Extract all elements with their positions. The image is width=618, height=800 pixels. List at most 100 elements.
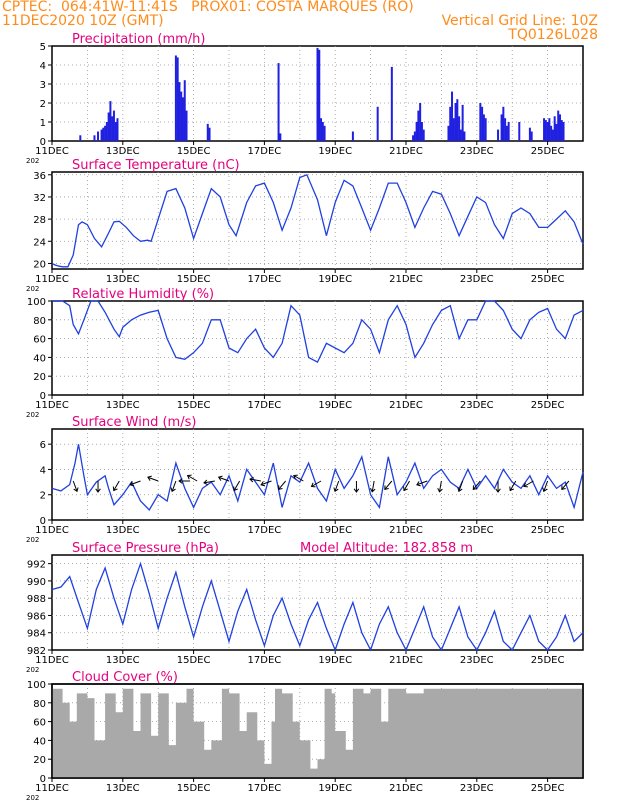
precip-bar [415,122,418,141]
precip-bar [206,123,209,141]
precip-bar [102,127,105,141]
x-tick-label: 11DEC [35,400,69,411]
x-tick-label: 19DEC [318,655,352,666]
precip-bar [320,118,323,141]
wind-arrow [278,480,287,490]
header-grid-note: Vertical Grid Line: 10Z [441,13,598,29]
wind-arrow [403,480,410,491]
precip-bar [277,63,280,141]
precip-bar [79,135,82,141]
wind-arrow [187,475,198,482]
x-tick-label: 25DEC [531,783,565,794]
precip-bar [500,114,503,141]
wind-arrow-head [353,488,360,493]
precip-bar [558,114,561,141]
x-tick-label: 21DEC [389,400,423,411]
precip-bar [279,133,282,141]
wind-arrow [523,480,534,487]
x-tick-label: 25DEC [531,400,565,411]
wind-arrow [543,480,549,492]
wind-arrow [416,480,428,486]
wind-arrow [147,476,159,482]
precip-bar [413,131,416,141]
wind-arrow-head [384,485,389,491]
wind-arrow [293,475,304,482]
y-tick-label: 4 [40,61,46,72]
y-tick-label: 24 [33,237,46,248]
x-tick-label: 17DEC [248,274,282,285]
precip-bar [178,82,181,141]
wind-arrow-head [112,486,118,492]
precip-bar [484,118,487,141]
precip-bar [97,131,100,141]
x-year-label: 202 [26,666,39,674]
y-tick-label: 0 [40,137,46,148]
x-tick-label: 21DEC [389,274,423,285]
x-tick-label: 21DEC [389,783,423,794]
x-tick-label: 11DEC [35,146,69,157]
precip-bar [181,97,184,141]
wind-arrow-head [278,485,283,491]
x-tick-label: 21DEC [389,655,423,666]
y-tick-label: 2 [40,491,46,502]
x-tick-label: 23DEC [460,274,494,285]
precip-bar [104,125,107,141]
wind-arrow-head [186,474,192,480]
y-tick-label: 988 [27,594,46,605]
wind-arrow-head [203,479,208,486]
precip-bar [422,129,425,141]
wind-arrow-head [370,487,376,493]
wind-arrow-head [523,482,528,488]
wind-arrow [171,480,177,492]
wind-arrow [384,480,393,490]
precip-bar [185,110,188,141]
wind-arrow [458,480,464,492]
wind-arrow [113,480,120,491]
wind-arrow-head [178,478,183,484]
y-tick-label: 984 [27,629,46,640]
precip-bar [100,129,103,141]
x-tick-label: 25DEC [531,146,565,157]
wind-arrow-head [293,474,298,480]
y-tick-label: 986 [27,611,46,622]
series-line [51,173,584,268]
y-tick-label: 4 [40,465,46,476]
x-tick-label: 23DEC [460,655,494,666]
panel-title: Surface Wind (m/s) [72,415,196,430]
x-tick-label: 23DEC [460,525,494,536]
x-tick-label: 19DEC [318,146,352,157]
y-tick-label: 80 [33,316,46,327]
precip-bar [93,135,96,141]
y-tick-label: 20 [33,259,46,270]
x-tick-label: 13DEC [106,400,140,411]
wind-arrow [311,480,322,487]
x-tick-label: 17DEC [248,655,282,666]
precip-bar [461,104,464,141]
wind-arrow [472,480,481,490]
precip-bar [390,66,393,141]
precip-bar [452,118,455,141]
series-line [52,300,584,363]
precip-bar [417,110,420,141]
y-tick-label: 36 [33,171,46,182]
precip-bar [543,118,546,141]
x-tick-label: 13DEC [106,525,140,536]
wind-arrow [438,480,442,492]
precip-bar [112,110,115,141]
precip-bar [208,127,211,141]
y-tick-label: 20 [33,755,46,766]
precip-bar [105,122,108,141]
panel-title: Surface Temperature (nC) [72,158,240,173]
precip-bar [560,120,563,141]
y-tick-label: 20 [33,372,46,383]
wind-arrow-head [73,487,79,493]
precip-bar [458,116,461,141]
precip-bar [316,47,319,141]
precip-bar [463,131,466,141]
wind-arrow-head [217,475,223,481]
precip-bar [518,122,521,141]
wind-arrow [371,480,375,492]
x-tick-label: 17DEC [248,783,282,794]
header-date: 11DEC2020 10Z (GMT) [2,13,164,29]
